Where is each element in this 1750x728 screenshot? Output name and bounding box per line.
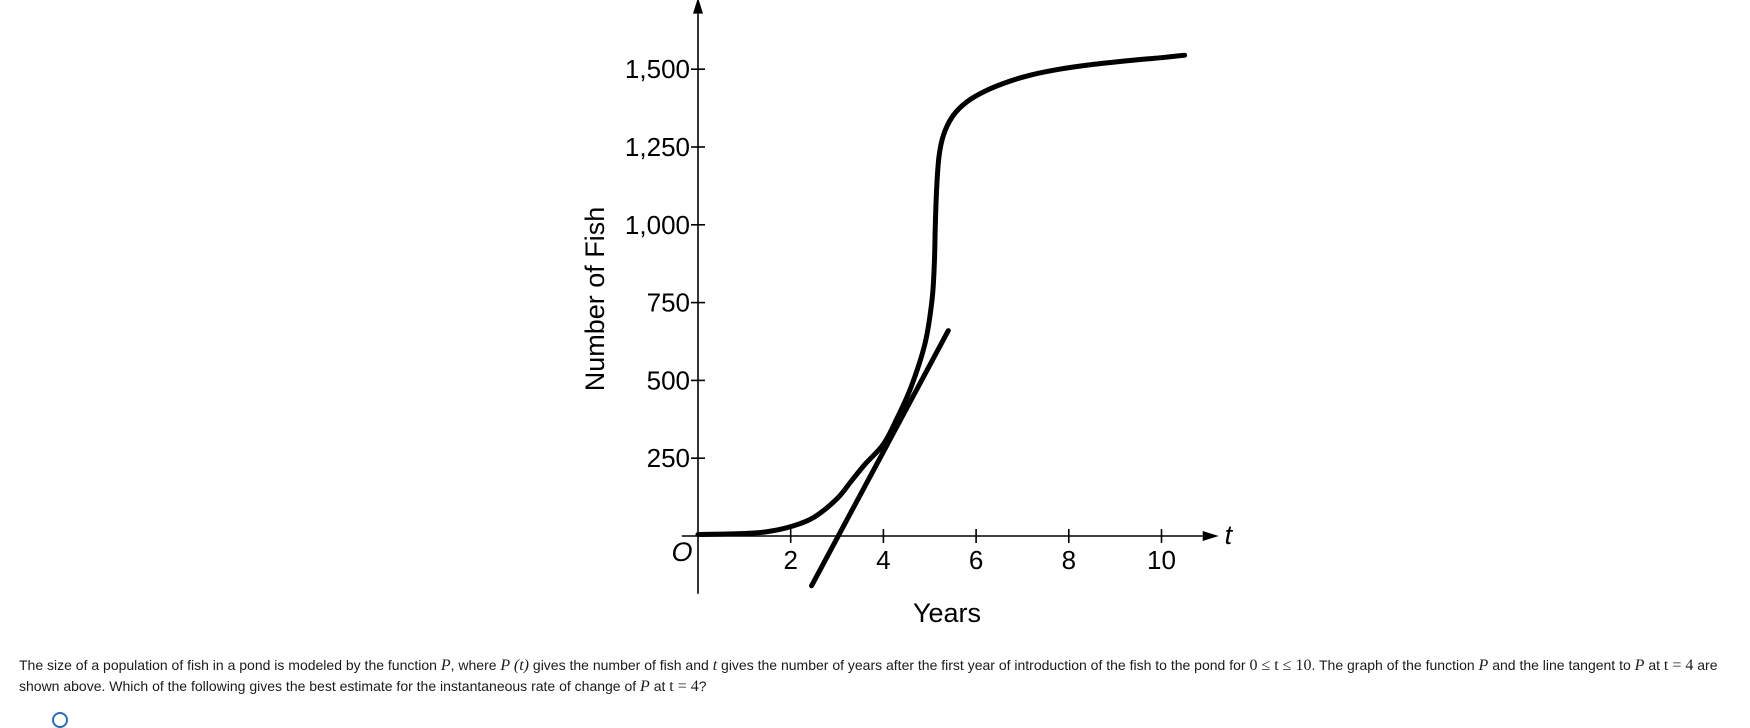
math-P: P — [640, 678, 650, 695]
axes-group — [681, 0, 1219, 594]
population-chart: 2468102505007501,0001,2501,500tP(t)OYear… — [580, 0, 1234, 628]
question-text-run: at — [1644, 657, 1664, 673]
math-t-equals-4: t = 4 — [1663, 657, 1694, 674]
y-axis-arrow — [693, 0, 703, 14]
y-tick-label: 1,500 — [625, 54, 690, 84]
y-tick-label: 500 — [647, 365, 690, 395]
y-tick-label: 1,000 — [625, 210, 690, 240]
x-tick-label: 6 — [969, 545, 983, 575]
question-text-run: and the line tangent to — [1488, 657, 1635, 673]
y-tick-label: 250 — [647, 443, 690, 473]
math-t: t — [712, 657, 718, 674]
labels-group: 2468102505007501,0001,2501,500tP(t)OYear… — [580, 54, 1234, 628]
math-P: P — [1478, 657, 1489, 674]
y-tick-label: 1,250 — [625, 132, 690, 162]
math-t-equals-4: t = 4 — [669, 678, 699, 695]
math-domain: 0 ≤ t ≤ 10 — [1249, 657, 1312, 674]
question-text-run: , where — [450, 657, 501, 673]
question-text-run: gives the number of years after the firs… — [717, 657, 1250, 673]
question-text-run: gives the number of fish and — [529, 657, 713, 673]
question-text-run: are — [1693, 657, 1718, 673]
y-axis-label: Number of Fish — [580, 207, 610, 392]
x-axis-label: Years — [913, 598, 981, 628]
population-curve — [695, 52, 1188, 537]
ticks-group — [691, 68, 1163, 543]
question-text-run: The size of a population of fish in a po… — [19, 657, 441, 673]
x-tick-label: 10 — [1147, 545, 1176, 575]
question-line-2: shown above. Which of the following give… — [19, 676, 1749, 697]
y-tick-label: 750 — [647, 288, 690, 318]
question-text-run: . The graph of the function — [1311, 657, 1479, 673]
x-axis-arrow — [1202, 531, 1219, 541]
x-tick-label: 8 — [1062, 545, 1076, 575]
math-P: P — [440, 657, 451, 674]
x-tick-label: 4 — [876, 545, 890, 575]
math-P: P — [1634, 657, 1645, 674]
x-tick-label: 2 — [783, 545, 797, 575]
series-group — [695, 52, 1188, 589]
question-line-1: The size of a population of fish in a po… — [19, 655, 1749, 676]
origin-label: O — [671, 537, 692, 567]
x-axis-name: t — [1225, 520, 1234, 550]
math-P-of-t: P (t) — [500, 657, 530, 674]
answer-choice-radio[interactable] — [52, 712, 68, 728]
question-text: The size of a population of fish in a po… — [19, 655, 1749, 697]
question-text-run: shown above. Which of the following give… — [19, 678, 641, 694]
question-text-run: ? — [698, 678, 707, 694]
tangent-line — [809, 328, 951, 589]
question-text-run: at — [649, 678, 670, 694]
